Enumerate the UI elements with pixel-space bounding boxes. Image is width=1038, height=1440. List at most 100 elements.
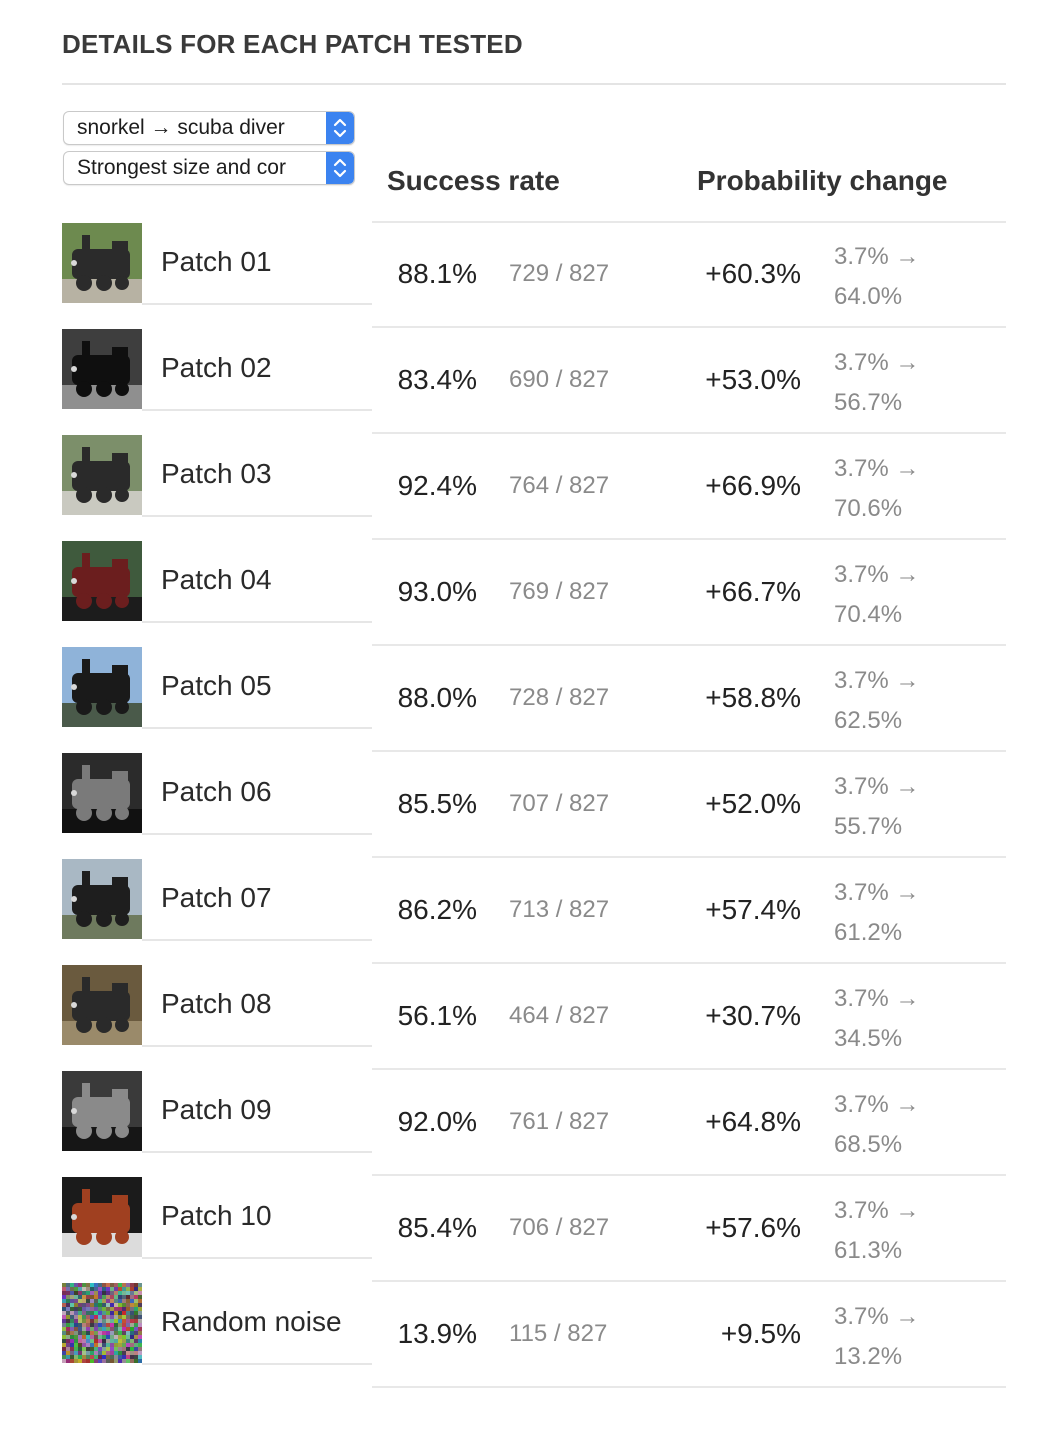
- row-divider: [142, 515, 372, 517]
- row-divider: [372, 1280, 1006, 1282]
- row-divider: [372, 856, 1006, 858]
- patch-name: Patch 10: [161, 1200, 272, 1231]
- table-row: Patch 07 86.2% 713 / 827 +57.4% 3.7% → 6…: [0, 858, 1038, 964]
- steam-locomotive-image: [62, 329, 142, 409]
- patch-name: Patch 08: [161, 988, 272, 1019]
- row-divider: [372, 962, 1006, 964]
- row-divider: [372, 432, 1006, 434]
- probability-after: 68.5%: [834, 1131, 903, 1158]
- table-row: Patch 03 92.4% 764 / 827 +66.9% 3.7% → 7…: [0, 434, 1038, 540]
- table-row: Patch 01 88.1% 729 / 827 +60.3% 3.7% → 6…: [0, 222, 1038, 328]
- row-divider: [142, 303, 372, 305]
- steam-locomotive-image: [62, 647, 142, 727]
- table-row: Patch 09 92.0% 761 / 827 +64.8% 3.7% → 6…: [0, 1070, 1038, 1176]
- probability-before: 3.7% →: [834, 773, 920, 800]
- row-divider: [372, 326, 1006, 328]
- probability-change-value: +58.8%: [705, 682, 801, 713]
- probability-change-value: +66.9%: [705, 470, 801, 501]
- row-divider: [142, 409, 372, 411]
- probability-before: 3.7% →: [834, 561, 920, 588]
- patch-name: Random noise: [161, 1306, 342, 1337]
- probability-after: 62.5%: [834, 707, 903, 734]
- patch-name: Patch 04: [161, 564, 272, 595]
- success-rate-header: Success rate: [387, 165, 560, 196]
- row-divider: [142, 833, 372, 835]
- success-count: 706 / 827: [509, 1214, 610, 1241]
- probability-change-header: Probability change: [697, 165, 948, 196]
- probability-after: 34.5%: [834, 1025, 903, 1052]
- class-pair-select-value: snorkel → scuba diver: [77, 116, 285, 139]
- success-rate-value: 92.4%: [397, 470, 477, 501]
- steam-locomotive-image: [62, 1177, 142, 1257]
- row-divider: [142, 1151, 372, 1153]
- patch-name: Patch 05: [161, 670, 272, 701]
- probability-before: 3.7% →: [834, 1091, 920, 1118]
- probability-change-value: +60.3%: [705, 258, 801, 289]
- probability-before-after: 3.7% → 34.5%: [834, 979, 919, 1059]
- probability-before: 3.7% →: [834, 1303, 920, 1330]
- steam-locomotive-image: [62, 753, 142, 833]
- probability-change-value: +66.7%: [705, 576, 801, 607]
- success-count: 761 / 827: [509, 1108, 610, 1135]
- probability-after: 70.4%: [834, 601, 903, 628]
- patch-name: Patch 06: [161, 776, 272, 807]
- probability-before-after: 3.7% → 55.7%: [834, 767, 919, 847]
- success-rate-value: 88.0%: [397, 682, 477, 713]
- row-divider: [142, 939, 372, 941]
- success-count: 707 / 827: [509, 790, 610, 817]
- probability-after: 64.0%: [834, 283, 903, 310]
- probability-change-value: +64.8%: [705, 1106, 801, 1137]
- table-row: Patch 04 93.0% 769 / 827 +66.7% 3.7% → 7…: [0, 540, 1038, 646]
- probability-before: 3.7% →: [834, 349, 920, 376]
- patch-name: Patch 02: [161, 352, 272, 383]
- row-divider: [372, 1174, 1006, 1176]
- page-title: DETAILS FOR EACH PATCH TESTED: [62, 29, 523, 59]
- row-divider: [142, 1257, 372, 1259]
- row-divider: [372, 750, 1006, 752]
- probability-before-after: 3.7% → 61.2%: [834, 873, 919, 953]
- select-stepper-icon[interactable]: [326, 112, 354, 144]
- success-rate-value: 83.4%: [397, 364, 477, 395]
- patch-name: Patch 07: [161, 882, 272, 913]
- patch-name: Patch 09: [161, 1094, 272, 1125]
- table-row: Patch 10 85.4% 706 / 827 +57.6% 3.7% → 6…: [0, 1176, 1038, 1282]
- random-noise-image: [62, 1283, 142, 1363]
- success-rate-value: 88.1%: [397, 258, 477, 289]
- probability-before-after: 3.7% → 61.3%: [834, 1191, 919, 1271]
- probability-before: 3.7% →: [834, 243, 920, 270]
- select-stepper-icon[interactable]: [326, 152, 354, 184]
- table-row: Patch 08 56.1% 464 / 827 +30.7% 3.7% → 3…: [0, 964, 1038, 1070]
- steam-locomotive-image: [62, 1071, 142, 1151]
- probability-before: 3.7% →: [834, 667, 920, 694]
- probability-before-after: 3.7% → 13.2%: [834, 1297, 919, 1377]
- success-count: 729 / 827: [509, 260, 610, 287]
- steam-locomotive-image: [62, 965, 142, 1045]
- probability-before-after: 3.7% → 64.0%: [834, 237, 919, 317]
- probability-before-after: 3.7% → 68.5%: [834, 1085, 919, 1165]
- success-rate-value: 13.9%: [397, 1318, 477, 1349]
- probability-after: 55.7%: [834, 813, 903, 840]
- row-divider: [142, 727, 372, 729]
- steam-locomotive-image: [62, 223, 142, 303]
- class-pair-select[interactable]: snorkel → scuba diver: [63, 111, 355, 145]
- probability-before-after: 3.7% → 70.4%: [834, 555, 919, 635]
- probability-change-value: +57.6%: [705, 1212, 801, 1243]
- header-divider: [682, 221, 1006, 223]
- patch-strength-select[interactable]: Strongest size and cor: [63, 151, 355, 185]
- probability-before: 3.7% →: [834, 879, 920, 906]
- probability-change-value: +53.0%: [705, 364, 801, 395]
- row-divider: [142, 1045, 372, 1047]
- title-divider: [62, 83, 1006, 85]
- probability-after: 61.3%: [834, 1237, 903, 1264]
- probability-change-value: +9.5%: [720, 1318, 801, 1349]
- success-count: 764 / 827: [509, 472, 610, 499]
- header-divider: [372, 221, 682, 223]
- probability-before: 3.7% →: [834, 455, 920, 482]
- row-divider: [372, 1068, 1006, 1070]
- row-divider: [142, 1363, 372, 1365]
- probability-change-value: +57.4%: [705, 894, 801, 925]
- success-count: 464 / 827: [509, 1002, 610, 1029]
- steam-locomotive-image: [62, 859, 142, 939]
- probability-change-value: +30.7%: [705, 1000, 801, 1031]
- patch-name: Patch 01: [161, 246, 272, 277]
